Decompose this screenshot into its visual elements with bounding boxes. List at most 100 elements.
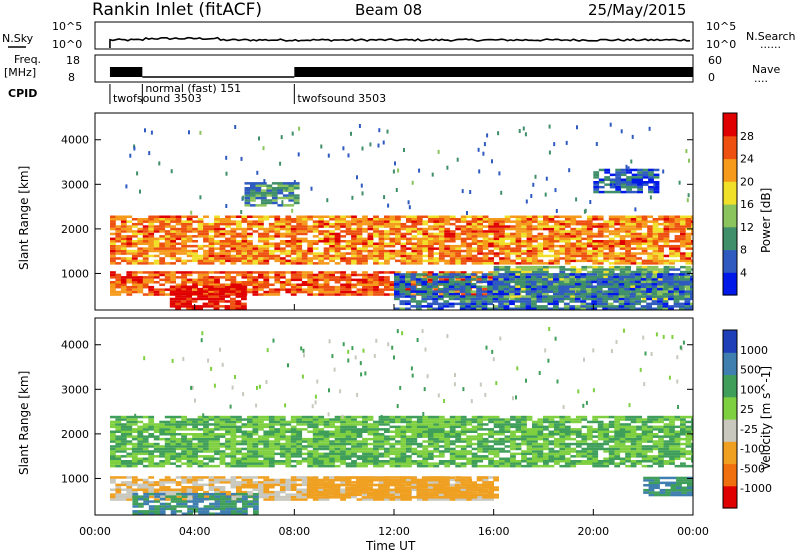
data-cell	[236, 232, 242, 236]
data-cell	[510, 232, 516, 236]
data-cell	[323, 460, 330, 463]
data-cell	[230, 240, 237, 243]
data-cell	[378, 235, 385, 238]
data-cell	[126, 430, 133, 433]
data-cell	[547, 283, 554, 286]
data-cell	[531, 292, 537, 296]
data-cell	[115, 445, 122, 448]
data-cell	[626, 183, 632, 186]
data-cell	[389, 218, 396, 221]
data-cell	[405, 275, 411, 279]
data-cell	[175, 242, 182, 245]
data-cell	[411, 283, 418, 286]
data-cell	[290, 225, 297, 228]
data-cell	[126, 420, 133, 424]
data-cell	[208, 423, 215, 426]
data-cell	[525, 292, 532, 296]
data-cell	[679, 297, 685, 301]
data-cell	[647, 257, 653, 260]
data-cell	[411, 460, 418, 463]
data-cell	[525, 273, 532, 276]
data-cell	[175, 437, 182, 441]
data-cell	[493, 242, 500, 245]
data-cell	[378, 230, 385, 233]
data-cell	[274, 259, 281, 263]
data-cell	[170, 230, 176, 233]
data-cell	[225, 445, 231, 448]
data-cell	[395, 215, 401, 218]
data-cell	[636, 262, 642, 265]
data-cell	[564, 257, 571, 260]
data-cell	[170, 252, 176, 255]
data-cell	[410, 273, 417, 276]
data-cell	[515, 254, 522, 258]
data-cell	[351, 293, 357, 296]
data-cell	[663, 259, 670, 263]
data-cell	[532, 262, 538, 265]
data-cell	[406, 271, 412, 274]
data-cell	[164, 437, 171, 441]
data-cell	[241, 295, 247, 298]
data-cell	[509, 307, 515, 310]
data-cell	[449, 235, 456, 238]
data-cell	[532, 252, 538, 255]
data-cell	[663, 244, 670, 248]
data-cell	[690, 285, 693, 288]
data-cell	[581, 227, 588, 231]
data-cell	[169, 300, 176, 303]
data-cell	[334, 276, 341, 279]
data-cell	[614, 257, 621, 260]
data-cell	[255, 196, 262, 200]
data-cell	[247, 450, 253, 453]
data-cell	[427, 225, 434, 228]
data-cell	[131, 430, 138, 433]
data-cell	[241, 218, 248, 221]
data-cell	[465, 295, 472, 298]
data-cell	[563, 273, 570, 276]
data-cell	[543, 225, 549, 228]
data-cell	[274, 276, 281, 279]
data-cell	[609, 185, 616, 189]
data-cell	[115, 278, 122, 282]
data-cell	[307, 278, 314, 282]
data-cell	[394, 292, 400, 296]
data-cell	[247, 235, 253, 238]
data-cell	[669, 249, 675, 253]
data-cell	[427, 464, 434, 468]
data-cell	[318, 237, 325, 241]
data-cell	[674, 215, 681, 218]
data-cell	[690, 302, 693, 306]
data-cell	[416, 423, 423, 426]
data-cell	[345, 262, 352, 265]
data-cell	[115, 281, 122, 284]
data-cell	[175, 283, 182, 286]
data-cell	[285, 254, 292, 258]
data-cell	[488, 244, 494, 248]
data-cell	[301, 445, 308, 448]
data-cell	[203, 428, 209, 431]
data-cell	[532, 227, 538, 231]
data-cell	[230, 460, 237, 463]
data-cell	[597, 235, 604, 238]
data-cell	[690, 283, 693, 286]
data-cell	[268, 420, 275, 424]
data-cell	[373, 430, 379, 433]
data-cell	[433, 259, 440, 263]
data-cell	[252, 450, 259, 453]
data-cell	[618, 295, 625, 298]
data-cell	[389, 215, 396, 218]
data-cell	[614, 259, 621, 263]
data-cell	[181, 273, 187, 277]
data-cell	[669, 247, 675, 250]
data-cell	[378, 242, 385, 245]
data-cell	[493, 240, 500, 243]
data-cell	[581, 297, 588, 301]
data-cell	[153, 240, 160, 243]
data-cell	[498, 305, 504, 308]
data-cell	[356, 259, 363, 263]
data-cell	[537, 222, 544, 226]
data-cell	[340, 435, 346, 438]
data-cell	[510, 259, 516, 263]
data-cell	[148, 240, 155, 243]
data-cell	[443, 285, 450, 288]
